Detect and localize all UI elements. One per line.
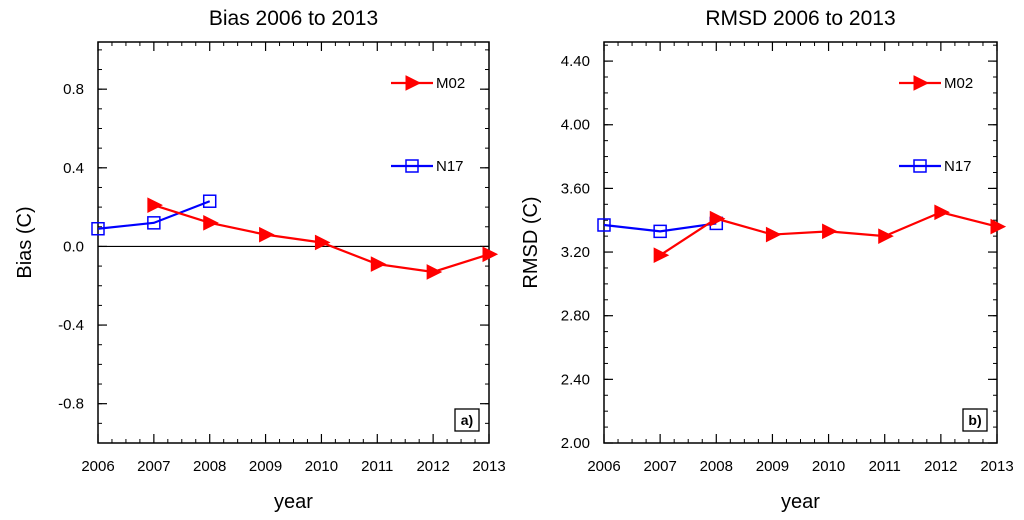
legend-marker-m02	[913, 75, 930, 91]
data-point-m02	[370, 256, 387, 272]
data-point-m02	[203, 215, 219, 231]
series-m02	[147, 197, 499, 280]
y-axis-label: Bias (C)	[14, 206, 36, 278]
series-line-n17	[603, 222, 717, 233]
x-tick-label: 2008	[193, 458, 226, 475]
x-tick-label: 2011	[361, 458, 393, 475]
data-point-m02	[147, 197, 163, 213]
data-point-n17	[653, 224, 667, 239]
panel-label-box	[962, 408, 988, 432]
data-point-m02	[653, 247, 670, 264]
chart-panel-rmsd: 2006 2007 2008 2009 2010 2011 2012 2013 2.00 2.40…	[520, 7, 1014, 513]
y-tick-label: 2.00	[561, 435, 590, 452]
panel-label-box	[454, 408, 480, 432]
y-tick-label: 4.40	[561, 53, 590, 70]
chart-panel-bias: 2006 2007 2008 2009 2010 2011 2012 2013 -0.8 -0.4…	[14, 7, 506, 513]
x-tick-label: 2013	[472, 458, 505, 475]
legend-entry-n17: N17	[391, 158, 464, 175]
data-point-m02	[709, 210, 726, 227]
data-point-m02	[314, 234, 331, 251]
x-tick-label: 2012	[924, 458, 957, 475]
legend-entry-m02: M02	[899, 75, 973, 92]
x-tick-label: 2010	[305, 458, 338, 475]
y-tick-label: 4.00	[561, 117, 590, 134]
y-tick-label: -0.8	[58, 396, 84, 413]
data-point-n17	[202, 194, 217, 208]
x-tick-label: 2006	[587, 458, 620, 475]
legend-label-n17: N17	[944, 158, 972, 175]
series-m02	[653, 204, 1007, 264]
y-tick-label: 0.8	[63, 81, 84, 98]
x-tick-label: 2012	[416, 458, 449, 475]
legend-label-m02: M02	[436, 75, 465, 92]
legend-marker-m02	[405, 75, 422, 91]
legend-label-m02: M02	[944, 75, 973, 92]
y-tick-label: 0.4	[63, 160, 84, 177]
panel-label: a)	[461, 412, 473, 428]
x-axis-label: year	[781, 491, 820, 513]
chart-title: Bias 2006 to 2013	[209, 7, 378, 30]
x-tick-label: 2007	[643, 458, 676, 475]
chart-title: RMSD 2006 to 2013	[705, 7, 895, 30]
x-tick-label: 2010	[812, 458, 845, 475]
y-tick-label: 2.40	[561, 371, 590, 388]
data-point-m02	[822, 223, 838, 240]
data-point-m02	[878, 228, 894, 244]
data-point-m02	[990, 218, 1007, 235]
data-point-n17	[147, 216, 161, 230]
x-tick-label: 2013	[980, 458, 1013, 475]
data-point-m02	[426, 264, 443, 280]
panel-label: b)	[968, 412, 981, 428]
x-tick-label: 2008	[700, 458, 733, 475]
y-axis-label: RMSD (C)	[520, 196, 542, 288]
legend-marker-n17	[913, 159, 927, 173]
y-tick-label: 3.20	[561, 244, 590, 261]
x-axis-label: year	[274, 491, 313, 513]
data-point-m02	[934, 204, 950, 221]
data-point-m02	[259, 226, 275, 243]
legend-entry-n17: N17	[899, 158, 972, 175]
y-tick-label: 3.60	[561, 180, 590, 197]
data-point-m02	[765, 226, 782, 243]
series-n17	[91, 194, 217, 236]
x-tick-label: 2009	[249, 458, 282, 475]
y-tick-label: 2.80	[561, 308, 590, 325]
legend-entry-m02: M02	[391, 75, 465, 92]
plot-frame	[97, 41, 490, 444]
series-line-n17	[97, 200, 211, 230]
y-tick-label: 0.0	[63, 238, 84, 255]
y-tick-label: -0.4	[58, 317, 84, 334]
x-tick-label: 2011	[869, 458, 901, 475]
x-tick-label: 2006	[81, 458, 114, 475]
data-point-m02	[482, 246, 499, 263]
x-tick-label: 2007	[137, 458, 170, 475]
plot-frame	[603, 41, 998, 444]
legend-label-n17: N17	[436, 158, 464, 175]
data-point-n17	[91, 221, 105, 236]
x-tick-label: 2009	[756, 458, 789, 475]
data-point-n17	[597, 218, 611, 232]
legend-marker-n17	[405, 159, 419, 173]
